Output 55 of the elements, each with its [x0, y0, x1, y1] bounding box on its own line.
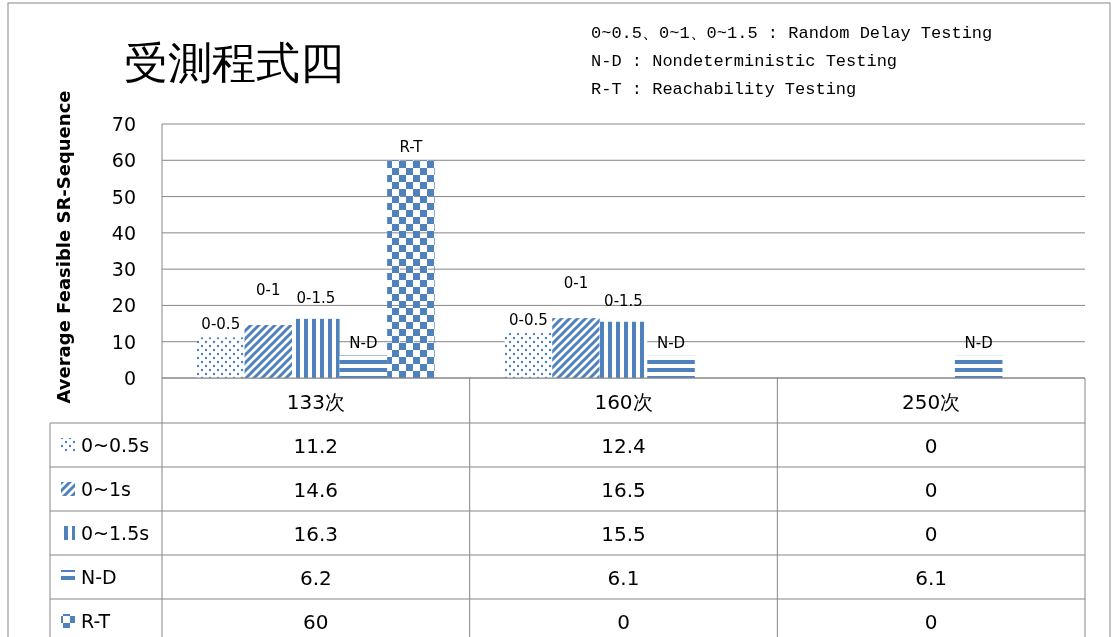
data-label: 6.2 [299, 566, 332, 590]
text: R-T : Reachability Testing [591, 80, 857, 99]
text: N-D : Nondeterministic Testing [591, 52, 898, 71]
x-tick-label: 160次 [594, 390, 653, 414]
data-label: 60 [303, 610, 329, 634]
annotation: 0-1.5 [604, 291, 643, 310]
annotation: N-D [349, 333, 378, 352]
y-tick-label: 70 [111, 113, 136, 135]
bar [387, 160, 435, 378]
y-tick-label: 30 [111, 258, 136, 281]
bar [197, 337, 245, 378]
bar [339, 355, 388, 378]
data-label: 0 [617, 610, 630, 634]
data-label: 16.3 [293, 522, 339, 546]
annotation: 0-1 [563, 274, 589, 293]
legend-label: 0~1s [81, 478, 131, 500]
data-label: 6.1 [607, 566, 640, 590]
bar [504, 333, 553, 378]
x-tick-label: 250次 [902, 390, 961, 414]
data-label: 0 [924, 522, 938, 546]
y-tick-label: 0 [123, 367, 136, 389]
data-label: 0 [924, 434, 938, 458]
legend-label: 0~0.5s [81, 434, 150, 456]
data-label: 0 [924, 478, 938, 502]
annotation: N-D [656, 333, 686, 352]
y-tick-label: 10 [111, 330, 136, 353]
y-axis-title: Average Feasible SR-Sequence [53, 90, 74, 404]
legend-label: N-D [81, 566, 117, 588]
bar [292, 318, 340, 378]
annotation: 0-1 [256, 281, 281, 300]
data-label: 11.2 [293, 434, 339, 458]
x-tick-label: 133次 [286, 390, 345, 414]
legend-label: R-T [81, 610, 111, 632]
data-label: 16.5 [601, 478, 646, 502]
data-label: 0 [924, 610, 938, 634]
data-label: 6.1 [915, 566, 948, 590]
chart-title: 受測程式四 [124, 37, 344, 88]
bar [599, 321, 648, 378]
y-tick-label: 60 [111, 149, 136, 172]
text: 0~0.5、0~1、0~1.5 : Random Delay Testing [591, 24, 993, 43]
bar [244, 325, 293, 378]
y-tick-label: 20 [111, 294, 136, 317]
annotation: R-T [399, 138, 424, 157]
data-label: 12.4 [601, 434, 646, 458]
bar [647, 355, 695, 378]
annotation: 0-1.5 [296, 288, 336, 307]
annotation: 0-0.5 [509, 311, 548, 330]
y-tick-label: 50 [111, 185, 136, 208]
bar [552, 318, 600, 378]
y-tick-label: 40 [111, 221, 136, 244]
legend-label: 0~1.5s [81, 522, 150, 544]
data-label: 14.6 [293, 478, 339, 502]
annotation: 0-0.5 [201, 315, 241, 334]
data-label: 15.5 [601, 522, 646, 546]
annotation: N-D [964, 333, 993, 352]
